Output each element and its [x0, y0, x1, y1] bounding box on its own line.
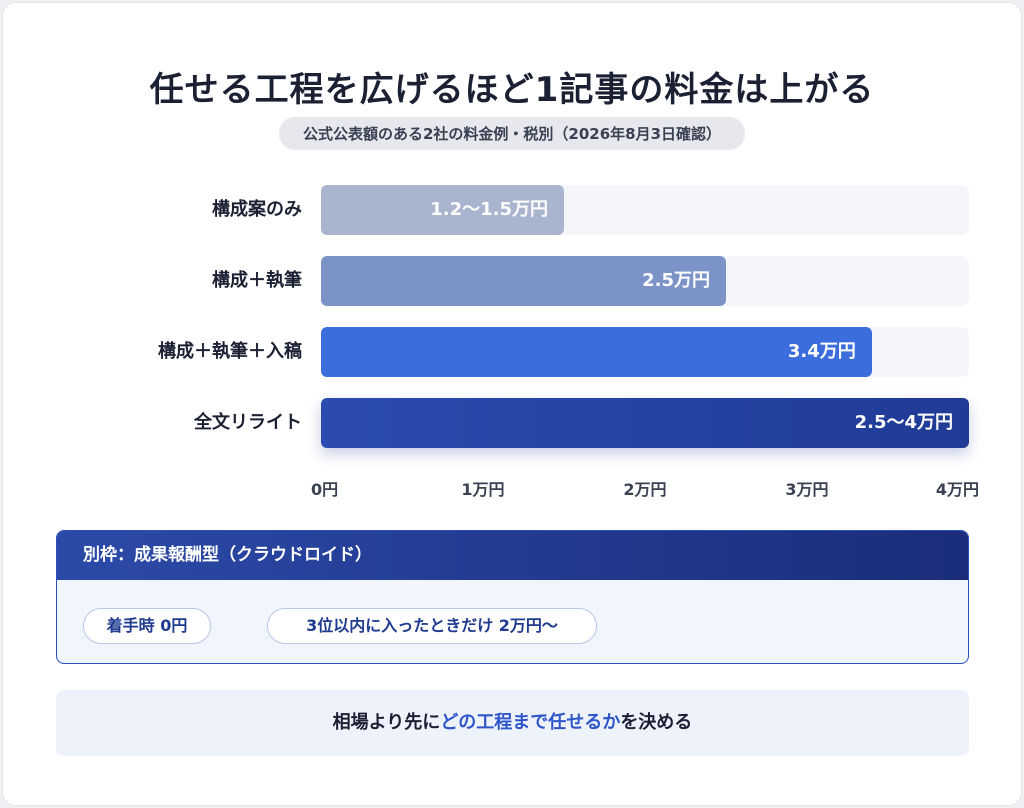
x-tick-label: 2万円: [623, 480, 667, 499]
bar: [321, 327, 872, 377]
performance-fee-panel: 別枠：成果報酬型（クラウドロイド） 着手時 0円 → 3位以内に入ったときだけ …: [56, 530, 969, 664]
category-label: 構成＋執筆＋入稿: [158, 341, 302, 362]
bar-value-label: 1.2〜1.5万円: [430, 199, 548, 220]
bar-value-label: 3.4万円: [787, 341, 856, 362]
x-tick-label: 4万円: [935, 480, 979, 499]
footer-prefix: 相場より先に: [332, 712, 441, 733]
panel-header: 別枠：成果報酬型（クラウドロイド）: [57, 531, 968, 580]
x-tick-label: 3万円: [785, 480, 829, 499]
subtitle-wrap: 公式公表額のある2社の料金例・税別（2026年8月3日確認）: [0, 117, 1024, 150]
bar: [321, 398, 969, 448]
chart-subtitle: 公式公表額のある2社の料金例・税別（2026年8月3日確認）: [278, 117, 746, 150]
x-tick-label: 0円: [311, 480, 339, 499]
x-tick-label: 1万円: [461, 480, 505, 499]
footer-suffix: を決める: [620, 712, 693, 733]
footer-note: 相場より先にどの工程まで任せるかを決める: [56, 690, 969, 756]
bar: [321, 256, 726, 306]
category-label: 全文リライト: [194, 412, 302, 433]
pill-success-fee: 3位以内に入ったときだけ 2万円〜: [267, 608, 597, 644]
bar: [321, 185, 564, 235]
bar-value-label: 2.5〜4万円: [854, 412, 953, 433]
category-label: 構成＋執筆: [212, 270, 302, 291]
pill-start-fee: 着手時 0円: [83, 608, 211, 644]
chart-title: 任せる工程を広げるほど1記事の料金は上がる: [149, 70, 875, 110]
footer-highlight: どの工程まで任せるか: [440, 712, 621, 733]
bar-value-label: 2.5万円: [642, 270, 710, 291]
category-label: 構成案のみ: [212, 199, 302, 220]
